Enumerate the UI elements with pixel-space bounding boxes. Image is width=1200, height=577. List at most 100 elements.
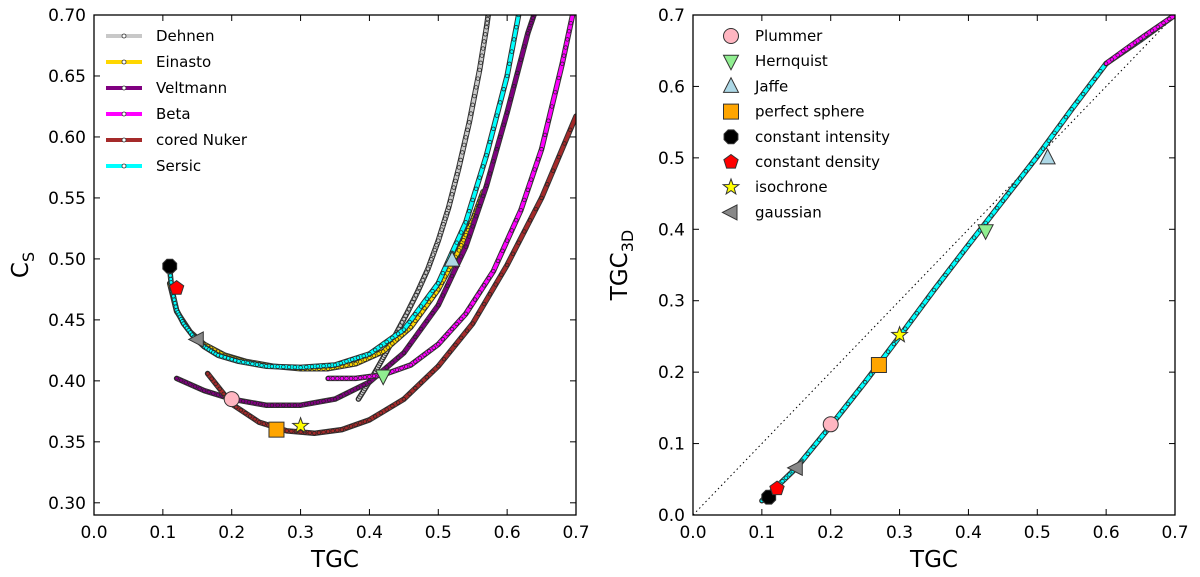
series-point [358, 420, 363, 426]
x-tick-label: 0.6 [1093, 523, 1120, 543]
legend-marker [723, 153, 739, 169]
x-tick-label: 0.4 [356, 523, 383, 543]
series-point [494, 146, 499, 152]
x-tick-label: 0.2 [817, 523, 844, 543]
series-point [390, 369, 395, 374]
series-cored-nuker [204, 113, 576, 437]
series-outline [166, 189, 486, 372]
series-point [202, 388, 207, 393]
plot-area [162, 15, 576, 438]
series-point [304, 402, 309, 407]
series-point [495, 258, 501, 264]
series-point [1092, 76, 1097, 81]
series-point [487, 292, 493, 297]
series-point [546, 118, 551, 123]
series-point [321, 399, 326, 404]
marker-constant-intensity [162, 258, 178, 274]
series-point [430, 369, 435, 374]
legend-label: isochrone [755, 178, 828, 196]
series-point [307, 430, 312, 436]
x-tick-label: 0.2 [218, 523, 245, 543]
series-point [358, 359, 363, 364]
series-point [500, 248, 505, 253]
series-point [401, 327, 407, 332]
series-point [460, 150, 465, 155]
series-point [321, 429, 326, 435]
series-point [1040, 146, 1046, 151]
x-tick-label: 0.5 [425, 523, 452, 543]
marker-jaffe [443, 250, 461, 267]
series-point [431, 345, 436, 350]
series-point [568, 20, 573, 26]
series-point [425, 266, 431, 271]
series-point [514, 218, 519, 223]
series-point [247, 414, 253, 419]
series-point [903, 326, 908, 331]
series-point [367, 417, 372, 423]
legend-label: Einasto [156, 53, 211, 71]
x-tick-label: 0.7 [1161, 523, 1188, 543]
series-point [868, 372, 874, 377]
legend-label: Sersic [156, 157, 201, 175]
series-point [390, 335, 395, 340]
series-point [553, 90, 558, 95]
series-point [1029, 161, 1034, 166]
series-point [539, 195, 544, 201]
series-point [350, 357, 355, 362]
series-point [501, 122, 506, 127]
series-point [417, 285, 422, 291]
series-point [241, 360, 246, 365]
series-point [254, 362, 260, 367]
series-point [246, 400, 252, 405]
series-point [1000, 198, 1006, 203]
series-point [449, 273, 455, 279]
series-point [378, 343, 384, 349]
series-point [424, 375, 429, 380]
series-point [1155, 24, 1160, 29]
series-point [509, 228, 514, 233]
series-point [494, 113, 499, 118]
y-tick-label: 0.5 [658, 149, 685, 169]
series-point [501, 87, 506, 92]
series-point [205, 371, 210, 376]
series-point [358, 375, 363, 380]
series-point [408, 362, 413, 368]
series-point [908, 318, 914, 324]
series-point [172, 301, 178, 306]
axes-frame [93, 14, 577, 516]
series-point [325, 376, 331, 381]
series-point [937, 280, 942, 285]
series-point [263, 403, 269, 408]
series-point [518, 57, 524, 62]
series-point [560, 61, 565, 66]
series-point [215, 353, 221, 358]
series-point [545, 182, 550, 187]
series-point [430, 288, 435, 294]
marker-perfect-sphere [268, 421, 285, 438]
series-point [514, 25, 519, 30]
series-line [174, 15, 536, 407]
series-point [477, 203, 482, 209]
series-point [556, 154, 561, 160]
series-point [516, 240, 521, 245]
series-point [211, 391, 216, 396]
series-point [427, 261, 432, 267]
series-point [926, 295, 931, 300]
series-point [192, 384, 198, 389]
series-point [535, 157, 541, 162]
series-point [476, 311, 481, 316]
series-point [454, 240, 459, 245]
series-point [556, 75, 561, 81]
series-point [509, 49, 514, 54]
legend-label: Dehnen [156, 27, 215, 45]
series-point [213, 381, 218, 386]
series-point [463, 244, 468, 249]
series-point [168, 276, 173, 282]
series-point [401, 396, 407, 402]
y-tick-label: 0.55 [48, 189, 86, 209]
series-point [914, 311, 919, 316]
series-point [432, 247, 437, 253]
series-point [1161, 20, 1166, 26]
legend-label: Jaffe [754, 77, 788, 95]
series-point [281, 403, 286, 408]
